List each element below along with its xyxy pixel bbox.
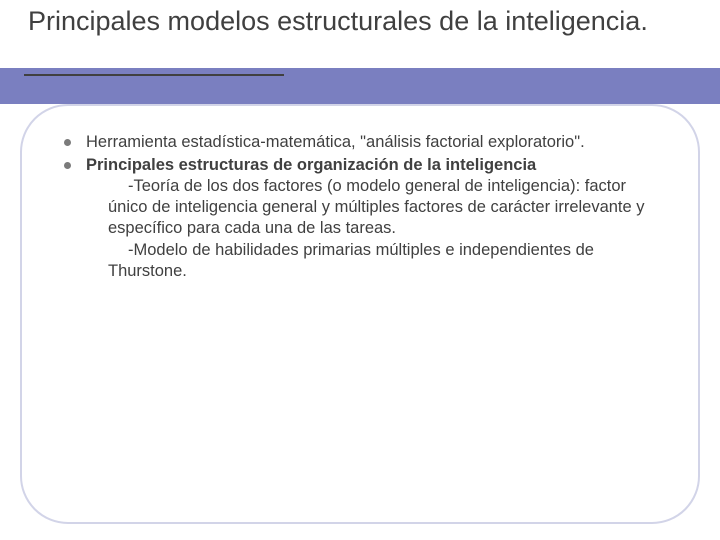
bullet-text: Principales estructuras de organización … xyxy=(86,156,536,174)
bullet-text: Herramienta estadística-matemática, "aná… xyxy=(86,133,585,151)
subpoint-text: -Modelo de habilidades primarias múltipl… xyxy=(86,240,666,282)
title-container: Principales modelos estructurales de la … xyxy=(18,0,702,41)
list-item: Herramienta estadística-matemática, "aná… xyxy=(64,132,666,153)
content-frame: Herramienta estadística-matemática, "aná… xyxy=(20,104,700,524)
subpoint-text: -Teoría de los dos factores (o modelo ge… xyxy=(86,176,666,239)
title-underline xyxy=(24,74,284,76)
slide-title: Principales modelos estructurales de la … xyxy=(28,6,692,37)
bullet-list: Herramienta estadística-matemática, "aná… xyxy=(64,132,666,282)
list-item: Principales estructuras de organización … xyxy=(64,155,666,282)
